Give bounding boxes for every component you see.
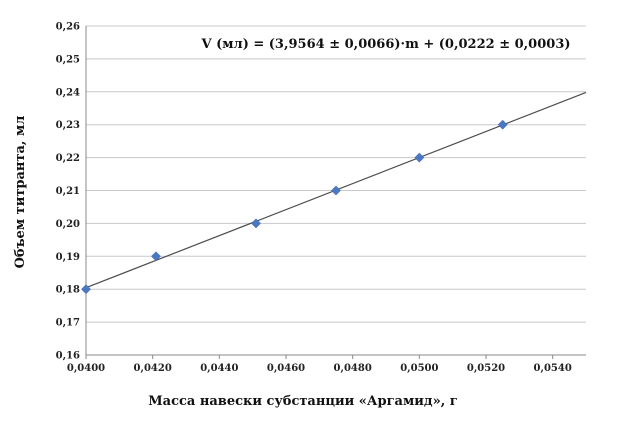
- y-tick-label: 0,18: [56, 285, 80, 296]
- y-tick-labels: 0,16 0,17 0,18 0,19 0,20 0,21 0,22 0,23 0,24 0,25…: [56, 22, 80, 362]
- data-points: [81, 119, 508, 295]
- regression-equation: V (мл) = (3,9564 ± 0,0066)·m + (0,0222 ±…: [200, 37, 570, 52]
- x-tick-label: 0,0540: [534, 363, 572, 374]
- y-tick-label: 0,22: [56, 153, 80, 164]
- x-tick-label: 0,0500: [400, 363, 438, 374]
- data-point: [414, 152, 425, 163]
- x-tick-label: 0,0460: [267, 363, 305, 374]
- x-tick-label: 0,0520: [467, 363, 505, 374]
- data-point: [81, 284, 91, 295]
- y-tick-label: 0,17: [56, 318, 80, 329]
- y-tick-label: 0,23: [56, 120, 80, 131]
- y-tick-label: 0,16: [56, 351, 80, 362]
- y-tick-label: 0,21: [56, 186, 80, 197]
- y-axis-title: Объем титранта, мл: [13, 116, 28, 269]
- y-tick-label: 0,19: [56, 252, 80, 263]
- y-tick-label: 0,25: [56, 54, 80, 65]
- data-point: [251, 218, 261, 229]
- data-point: [497, 119, 508, 130]
- x-tick-label: 0,0420: [134, 363, 172, 374]
- y-tick-label: 0,20: [56, 219, 80, 230]
- x-tick-label: 0,0440: [200, 363, 238, 374]
- y-tick-label: 0,26: [56, 22, 80, 33]
- x-axis-title: Масса навески субстанции «Аргамид», г: [148, 394, 458, 409]
- data-point: [331, 185, 341, 196]
- y-tick-label: 0,24: [56, 87, 80, 98]
- x-tick-label: 0,0400: [67, 363, 105, 374]
- data-point: [151, 251, 161, 262]
- x-tick-label: 0,0480: [334, 363, 372, 374]
- axes: [85, 26, 586, 359]
- x-tick-labels: 0,0400 0,0420 0,0440 0,0460 0,0480 0,0500 0,05…: [67, 363, 572, 374]
